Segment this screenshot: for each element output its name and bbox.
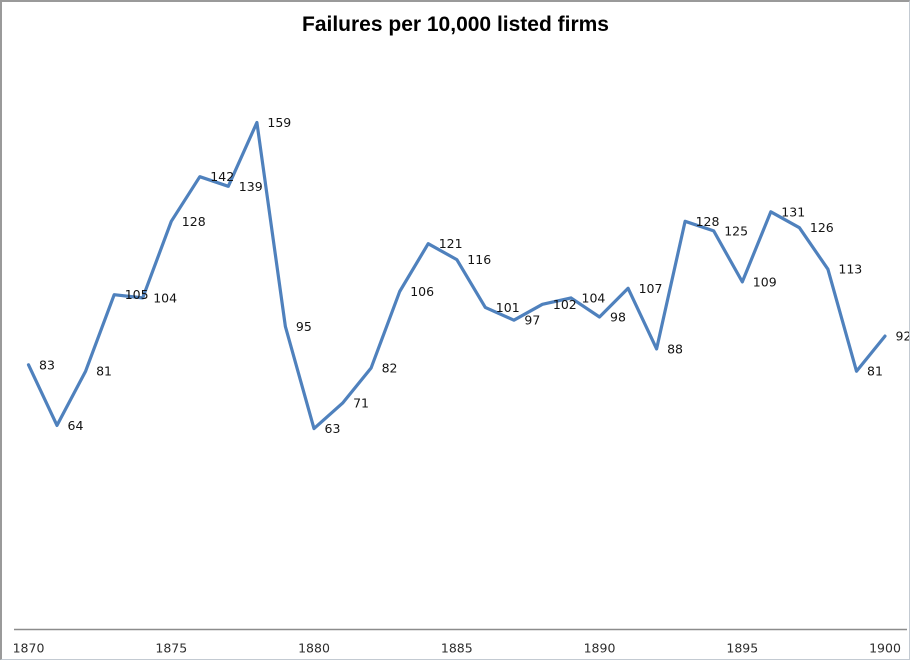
- x-tick-label-1885: 1885: [441, 641, 473, 656]
- data-labels-group: 83 64 81 105 104 128 142 139 159 95 63 71 82 106 121 11…: [39, 115, 911, 436]
- data-label-1874: 104: [153, 290, 177, 305]
- data-label-1880: 63: [325, 421, 341, 436]
- data-label-1888: 102: [553, 297, 577, 312]
- data-label-1893: 128: [696, 214, 720, 229]
- x-axis-tick-labels-group: 1870 1875 1880 1885 1890 1895 1900: [13, 641, 901, 656]
- data-label-1889: 104: [582, 290, 606, 305]
- data-label-1875: 128: [182, 214, 206, 229]
- data-label-1894: 125: [724, 223, 748, 238]
- data-label-1884: 121: [439, 236, 463, 251]
- data-label-1890: 98: [610, 310, 626, 325]
- data-label-1895: 109: [753, 274, 777, 289]
- data-label-1877: 139: [239, 179, 263, 194]
- data-label-1883: 106: [410, 284, 434, 299]
- data-label-1879: 95: [296, 319, 312, 334]
- data-label-1876: 142: [210, 169, 234, 184]
- data-label-1891: 107: [639, 281, 663, 296]
- data-label-1898: 113: [838, 262, 862, 277]
- x-tick-label-1890: 1890: [584, 641, 616, 656]
- data-label-1871: 64: [68, 418, 84, 433]
- data-label-1899: 81: [867, 364, 883, 379]
- data-label-1882: 82: [382, 361, 398, 376]
- data-label-1887: 97: [524, 313, 540, 328]
- data-label-1881: 71: [353, 396, 369, 411]
- data-label-1878: 159: [267, 115, 291, 130]
- series-line-failures: [26, 120, 887, 431]
- data-label-1885: 116: [467, 252, 491, 267]
- data-label-1870: 83: [39, 357, 55, 372]
- x-tick-label-1875: 1875: [155, 641, 187, 656]
- data-label-1896: 131: [781, 204, 805, 219]
- x-tick-label-1900: 1900: [869, 641, 901, 656]
- chart-title: Failures per 10,000 listed firms: [302, 13, 609, 36]
- x-tick-label-1880: 1880: [298, 641, 330, 656]
- data-label-1872: 81: [96, 364, 112, 379]
- x-tick-label-1870: 1870: [13, 641, 45, 656]
- data-label-1873: 105: [125, 287, 149, 302]
- x-tick-label-1895: 1895: [726, 641, 758, 656]
- data-label-1897: 126: [810, 220, 834, 235]
- data-label-1892: 88: [667, 341, 683, 356]
- data-label-1886: 101: [496, 300, 520, 315]
- data-label-1900: 92: [896, 329, 911, 344]
